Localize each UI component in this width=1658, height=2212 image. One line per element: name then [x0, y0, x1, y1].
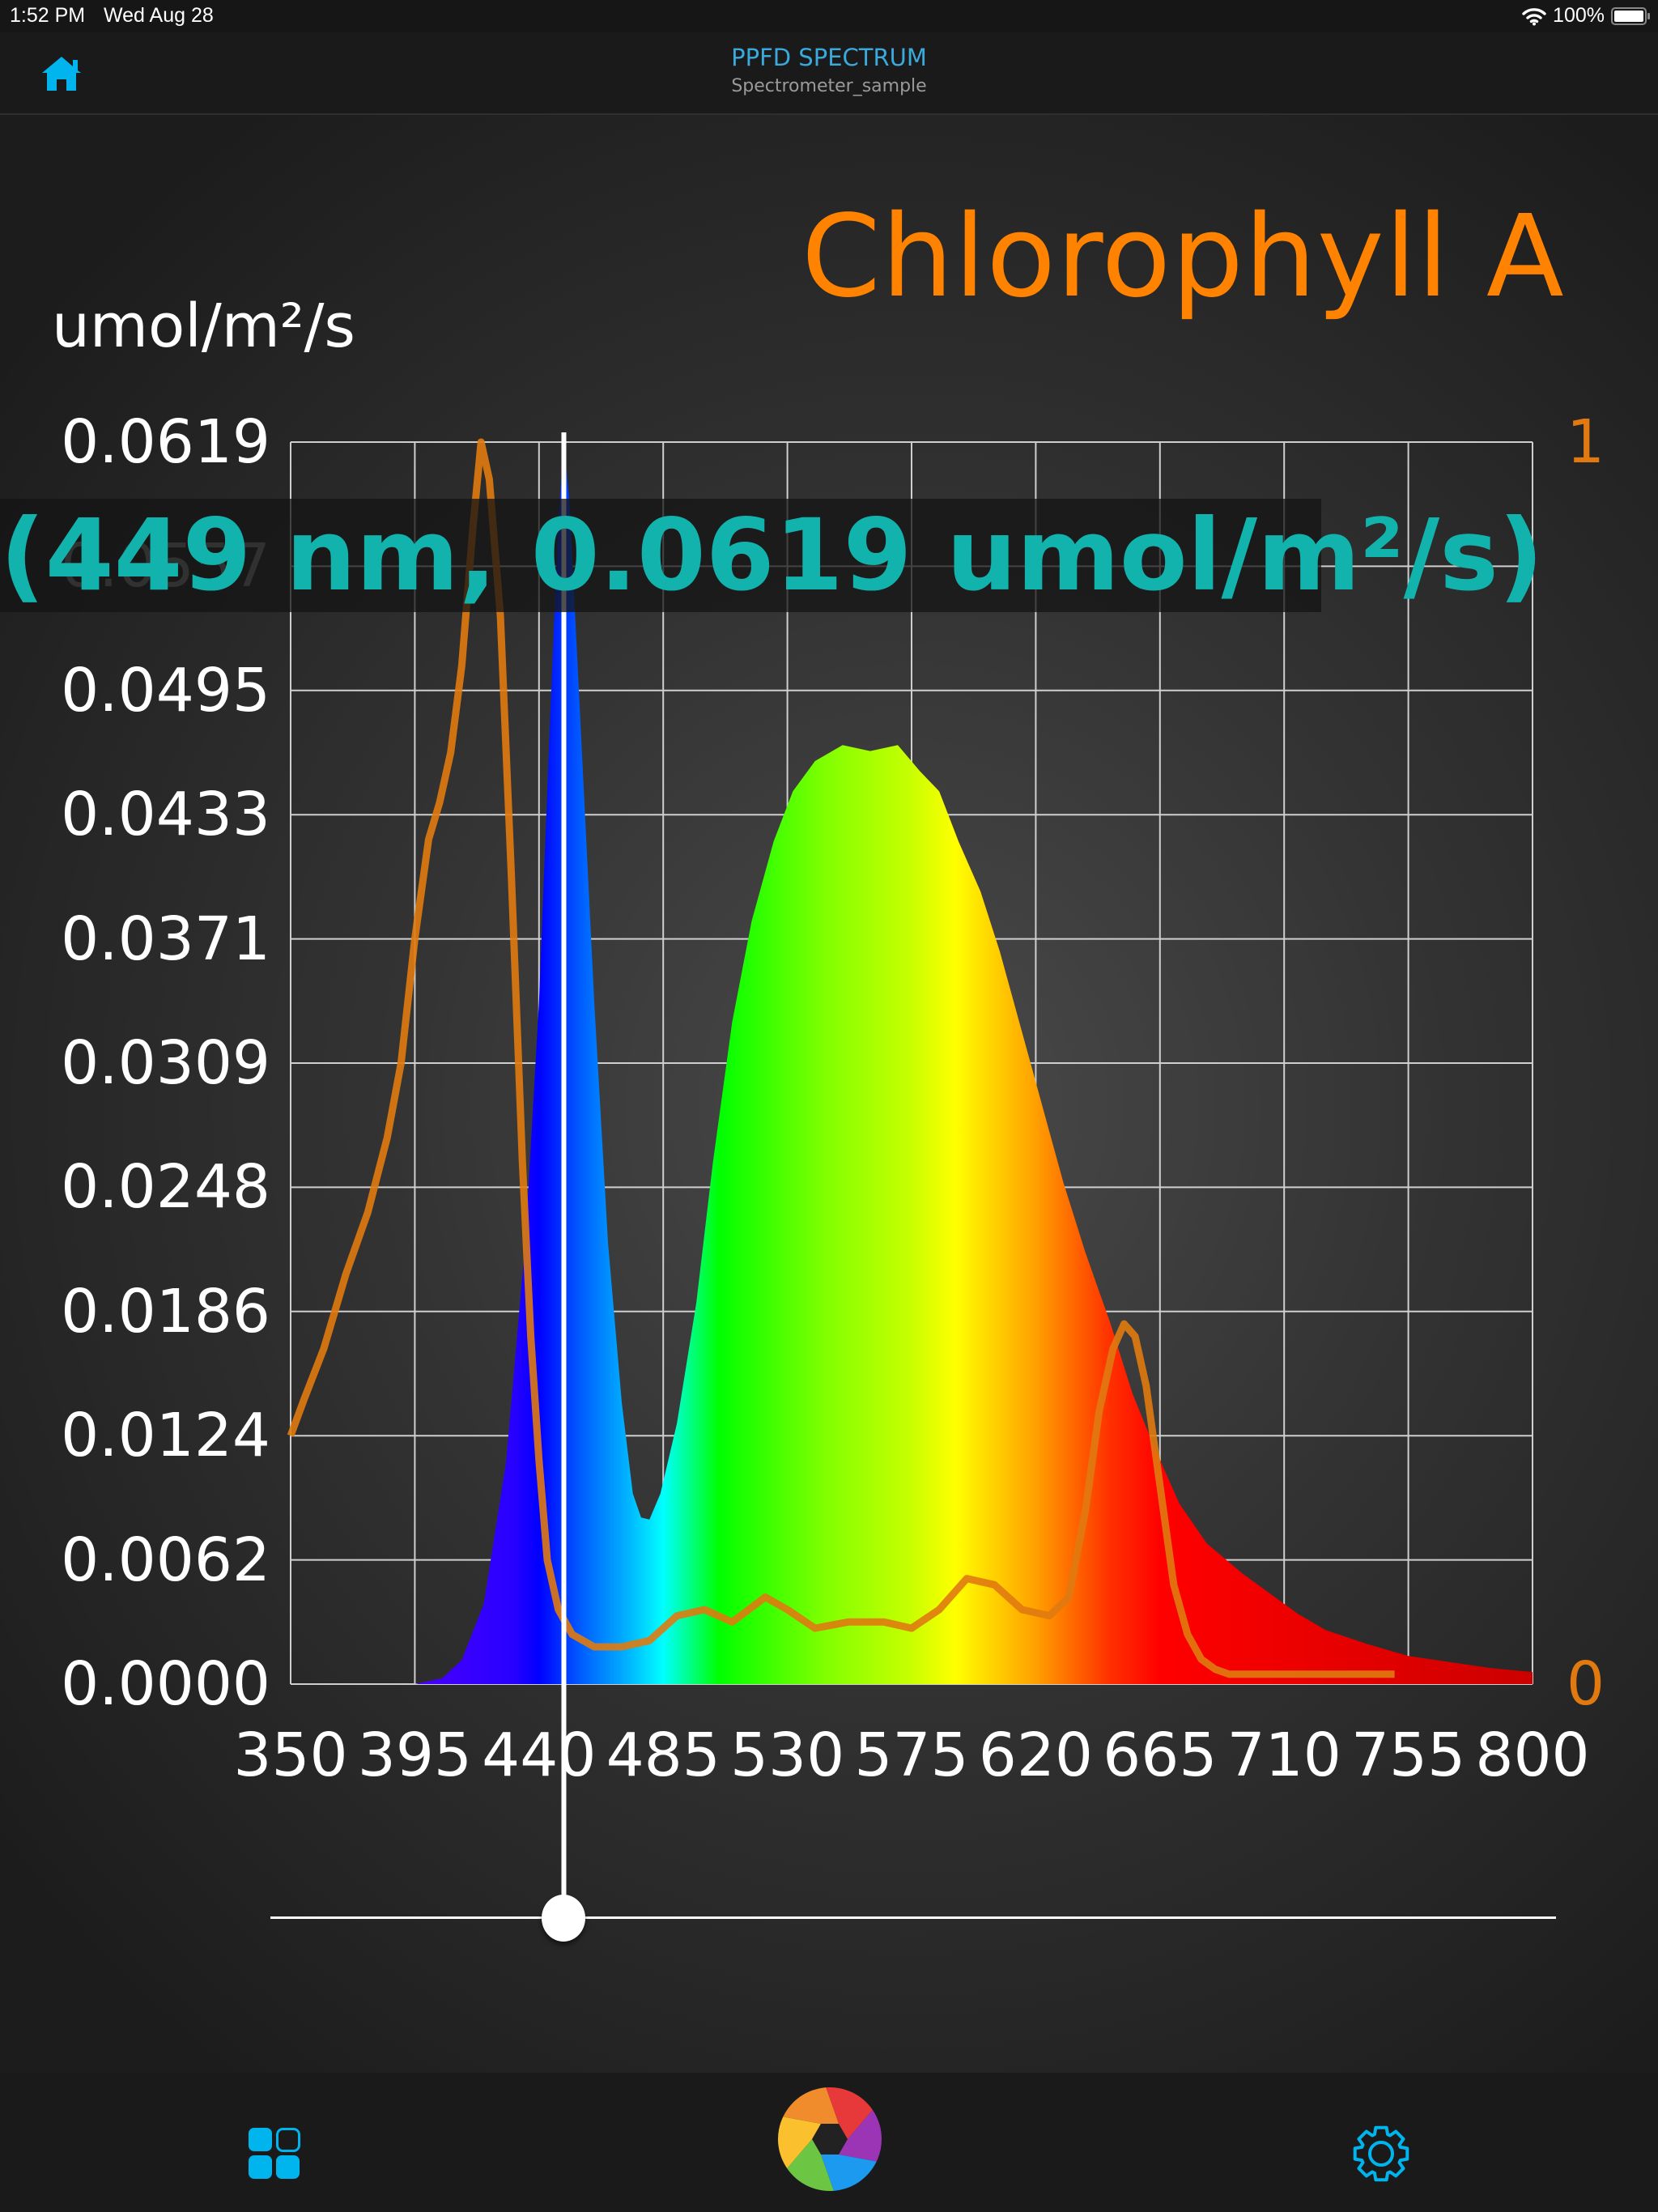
y-tick-label: 0.0186 — [61, 1276, 270, 1346]
tab-bar — [0, 2073, 1658, 2212]
y-tick-label: 0.0433 — [61, 780, 270, 850]
y-tick-label: 0.0062 — [61, 1525, 270, 1595]
wifi-icon — [1522, 7, 1546, 25]
x-tick-label: 485 — [606, 1721, 721, 1790]
x-tick-label: 800 — [1475, 1721, 1590, 1790]
x-tick-label: 575 — [854, 1721, 969, 1790]
y-tick-label: 0.0495 — [61, 655, 270, 725]
status-bar: 1:52 PM Wed Aug 28 100% — [0, 0, 1658, 32]
x-tick-label: 350 — [233, 1721, 348, 1790]
y-tick-label: 0.0248 — [61, 1152, 270, 1223]
y-tick-label: 0.0619 — [61, 407, 270, 477]
y-tick-label: 0.0371 — [61, 904, 270, 974]
gear-icon — [1353, 2125, 1409, 2182]
y-tick-label: 0.0124 — [61, 1401, 270, 1471]
x-tick-label: 620 — [978, 1721, 1094, 1790]
status-time: 1:52 PM — [10, 4, 86, 27]
grid-icon — [249, 2128, 300, 2179]
y-axis-unit: umol/m²/s — [52, 291, 355, 361]
x-tick-label: 755 — [1350, 1721, 1466, 1790]
x-tick-label: 530 — [729, 1721, 845, 1790]
tab-settings[interactable] — [1350, 2123, 1412, 2188]
aperture-icon — [778, 2087, 882, 2191]
battery-icon — [1611, 6, 1650, 25]
status-date: Wed Aug 28 — [104, 4, 214, 27]
y-tick-label: 0.0000 — [61, 1649, 270, 1719]
home-icon — [42, 57, 81, 91]
battery-percent: 100% — [1553, 4, 1605, 27]
home-button[interactable] — [40, 55, 83, 94]
y2-tick-label: 1 — [1567, 407, 1605, 477]
x-tick-label: 395 — [357, 1721, 473, 1790]
tab-dashboard[interactable] — [248, 2127, 301, 2184]
page-subtitle: Spectrometer_sample — [731, 76, 927, 96]
curve-title: Chlorophyll A — [801, 191, 1565, 323]
y2-tick-label: 0 — [1567, 1649, 1605, 1719]
spectrum-area — [291, 442, 1533, 1684]
y-tick-label: 0.0309 — [61, 1028, 270, 1098]
cursor-tooltip: (449 nm, 0.0619 umol/m²/s) — [0, 498, 1544, 613]
tab-spectrum[interactable] — [776, 2085, 884, 2197]
wavelength-slider-track[interactable] — [270, 1916, 1556, 1919]
status-right: 100% — [1522, 4, 1650, 28]
wavelength-slider-thumb[interactable] — [542, 1895, 586, 1942]
page-title: PPFD SPECTRUM — [731, 44, 927, 71]
x-tick-label: 710 — [1226, 1721, 1341, 1790]
chlorophyll-curve — [287, 438, 1395, 1678]
nav-bar: PPFD SPECTRUM Spectrometer_sample — [0, 32, 1658, 115]
x-tick-label: 665 — [1103, 1721, 1218, 1790]
x-tick-label: 440 — [482, 1721, 597, 1790]
